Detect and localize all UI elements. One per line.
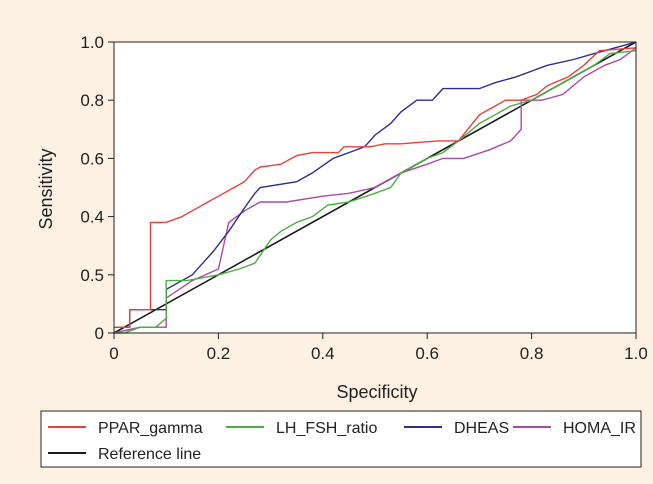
plot-border [113,41,637,334]
legend-label-reference-line: Reference line [98,446,201,463]
series-line-lh-fsh-ratio [114,50,637,334]
series-line-ppar-gamma [114,47,637,328]
axes: 0 0.2 0.4 0.6 0.8 1.0 0 0.5 0.4 0.6 0.8 1.0 [80,33,647,363]
x-tick-label: 1.0 [624,344,647,363]
y-tick-label: 0 [95,324,104,343]
y-tick-label: 0.8 [80,91,104,110]
legend-label-dheas: DHEAS [454,420,509,437]
x-tick-label: 0.8 [520,344,544,363]
legend-box [40,410,642,468]
roc-chart: 0 0.2 0.4 0.6 0.8 1.0 0 0.5 0.4 0.6 0.8 1.0 Specifi… [6,6,647,478]
x-tick-label: 0.6 [415,344,439,363]
legend-label-lh-fsh-ratio: LH_FSH_ratio [276,420,377,437]
y-tick-label: 0.6 [80,149,104,168]
plot-area [113,41,637,334]
legend-label-homa-ir: HOMA_IR [563,420,636,437]
x-tick-label: 0 [109,344,118,363]
legend: PPAR_gamma LH_FSH_ratio DHEAS HOMA_IR Refere… [40,410,642,468]
y-tick-label: 0.5 [80,266,104,285]
x-axis-title: Specificity [336,382,417,402]
chart-frame: 0 0.2 0.4 0.6 0.8 1.0 0 0.5 0.4 0.6 0.8 1.0 Specifi… [6,6,647,478]
legend-label-ppar-gamma: PPAR_gamma [98,420,203,437]
x-tick-label: 0.2 [207,344,231,363]
y-tick-label: 1.0 [80,33,104,52]
x-tick-label: 0.4 [311,344,335,363]
y-axis-title: Sensitivity [36,148,56,229]
y-tick-label: 0.4 [80,208,104,227]
